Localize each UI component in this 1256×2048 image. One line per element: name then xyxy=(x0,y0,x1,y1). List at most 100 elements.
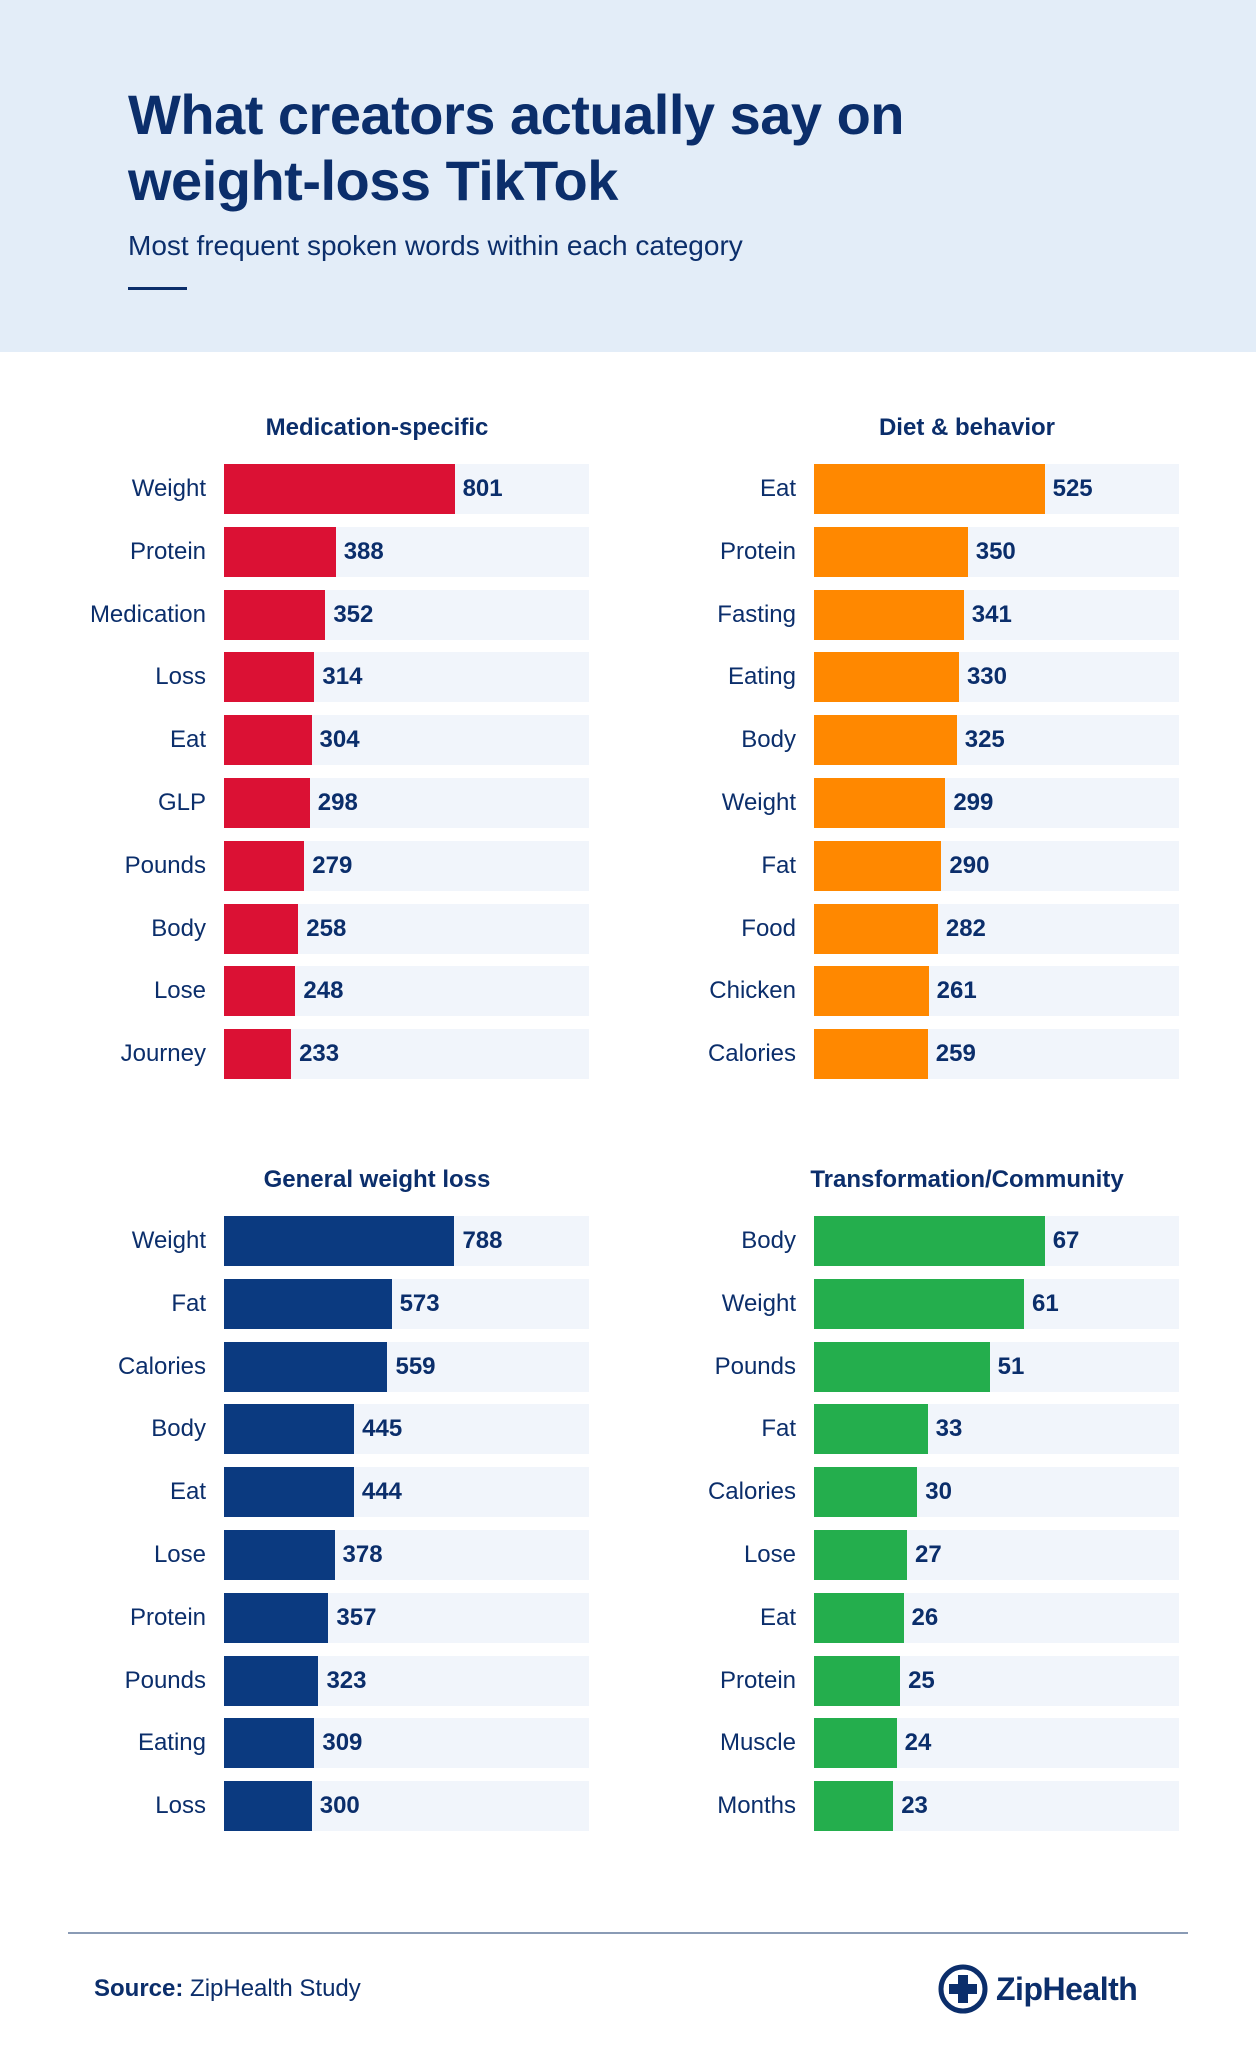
category-label: Loss xyxy=(155,1792,206,1820)
bar-row: Weight 299 xyxy=(652,778,1192,828)
bar xyxy=(224,1592,329,1643)
bar-row: Protein 357 xyxy=(62,1592,602,1643)
category-label: Calories xyxy=(117,1352,206,1380)
value-label: 444 xyxy=(361,1478,402,1506)
bar xyxy=(224,1278,392,1329)
title-line-2: weight-loss TikTok xyxy=(128,149,618,212)
value-label: 330 xyxy=(966,663,1007,691)
category-label: Protein xyxy=(129,1603,206,1631)
value-label: 325 xyxy=(964,726,1005,754)
bar xyxy=(814,464,1045,514)
bar-row: Eat 525 xyxy=(652,464,1192,514)
bar xyxy=(224,652,315,703)
value-label: 248 xyxy=(303,977,344,1005)
value-label: 261 xyxy=(936,977,977,1005)
bar-row: Loss 300 xyxy=(62,1781,602,1832)
chart-title: General weight loss xyxy=(263,1166,491,1193)
bar xyxy=(224,464,455,514)
value-label: 304 xyxy=(319,726,360,754)
bar-row: Protein 388 xyxy=(62,526,602,577)
bar xyxy=(224,1404,355,1455)
value-label: 26 xyxy=(911,1603,939,1631)
category-label: Weight xyxy=(721,1289,796,1317)
bar xyxy=(224,1718,315,1769)
value-label: 282 xyxy=(945,914,986,942)
category-label: Lose xyxy=(153,1541,206,1568)
value-label: 258 xyxy=(306,914,347,942)
category-label: GLP xyxy=(157,789,206,816)
bar-row: Protein 25 xyxy=(652,1655,1192,1706)
bar xyxy=(224,715,312,766)
category-label: Muscle xyxy=(719,1729,796,1757)
bar xyxy=(224,778,310,828)
category-label: Body xyxy=(151,1415,206,1443)
value-label: 559 xyxy=(395,1352,436,1380)
bar-row: Calories 559 xyxy=(62,1341,602,1392)
value-label: 25 xyxy=(908,1666,935,1694)
category-label: Eat xyxy=(759,475,796,502)
category-label: Fat xyxy=(171,1289,206,1317)
value-label: 30 xyxy=(925,1478,952,1506)
category-label: Eating xyxy=(727,663,796,691)
bar-row: Eat 304 xyxy=(62,715,602,766)
value-label: 309 xyxy=(322,1729,363,1757)
value-label: 61 xyxy=(1032,1289,1059,1317)
chart-title: Transformation/Community xyxy=(810,1166,1124,1193)
bar xyxy=(814,1467,918,1518)
bar xyxy=(814,589,964,640)
chart-general-weight-loss: General weight loss Weight 788 Fat 573 Calor… xyxy=(62,1166,602,1832)
bar xyxy=(224,1655,319,1706)
category-label: Eat xyxy=(169,1478,206,1506)
bar-row: Eating 309 xyxy=(62,1718,602,1769)
value-label: 67 xyxy=(1052,1227,1080,1254)
category-label: Eat xyxy=(169,726,206,754)
bar-row: Chicken 261 xyxy=(652,966,1192,1017)
chart-title: Medication-specific xyxy=(265,414,489,441)
bar-row: Eat 26 xyxy=(652,1592,1192,1643)
bar-row: Lose 27 xyxy=(652,1530,1192,1580)
bar xyxy=(814,1530,907,1580)
category-label: Protein xyxy=(129,537,206,565)
bar-row: Pounds 279 xyxy=(62,840,602,891)
category-label: Journey xyxy=(120,1040,206,1068)
value-label: 357 xyxy=(336,1603,377,1631)
bar-row: Pounds 323 xyxy=(62,1655,602,1706)
bar-row: Pounds 51 xyxy=(652,1341,1192,1392)
category-label: Food xyxy=(741,914,796,942)
bar-row: Protein 350 xyxy=(652,526,1192,577)
category-label: Fat xyxy=(761,1415,796,1443)
source-note: Source: ZipHealth Study xyxy=(94,1972,361,2006)
bar xyxy=(224,526,336,577)
chart-title: Diet & behavior xyxy=(878,414,1056,441)
bar-row: GLP 298 xyxy=(62,778,602,828)
value-label: 298 xyxy=(317,789,358,816)
bar xyxy=(224,1341,388,1392)
value-label: 300 xyxy=(319,1792,360,1820)
bar xyxy=(814,1029,928,1080)
bar-row: Weight 801 xyxy=(62,464,602,514)
bar xyxy=(814,1404,928,1455)
bar xyxy=(814,1278,1025,1329)
category-label: Chicken xyxy=(709,977,796,1005)
bar-row: Loss 314 xyxy=(62,652,602,703)
bar xyxy=(224,903,299,954)
footer-divider xyxy=(68,1932,1188,1934)
bar xyxy=(224,840,305,891)
value-label: 279 xyxy=(312,851,353,879)
category-label: Lose xyxy=(153,977,206,1005)
value-label: 388 xyxy=(343,537,384,565)
bar xyxy=(814,1216,1045,1266)
value-label: 24 xyxy=(904,1729,932,1757)
bar-row: Fat 33 xyxy=(652,1404,1192,1455)
page-subtitle: Most frequent spoken words within each c… xyxy=(128,230,743,261)
category-label: Medication xyxy=(89,600,206,628)
value-label: 27 xyxy=(914,1541,942,1568)
bar-row: Fat 573 xyxy=(62,1278,602,1329)
bar xyxy=(814,778,946,828)
category-label: Protein xyxy=(719,537,796,565)
value-label: 788 xyxy=(462,1227,503,1254)
bar-row: Body 67 xyxy=(652,1216,1192,1266)
value-label: 378 xyxy=(342,1541,383,1568)
value-label: 259 xyxy=(935,1040,976,1068)
category-label: Fasting xyxy=(717,600,796,628)
